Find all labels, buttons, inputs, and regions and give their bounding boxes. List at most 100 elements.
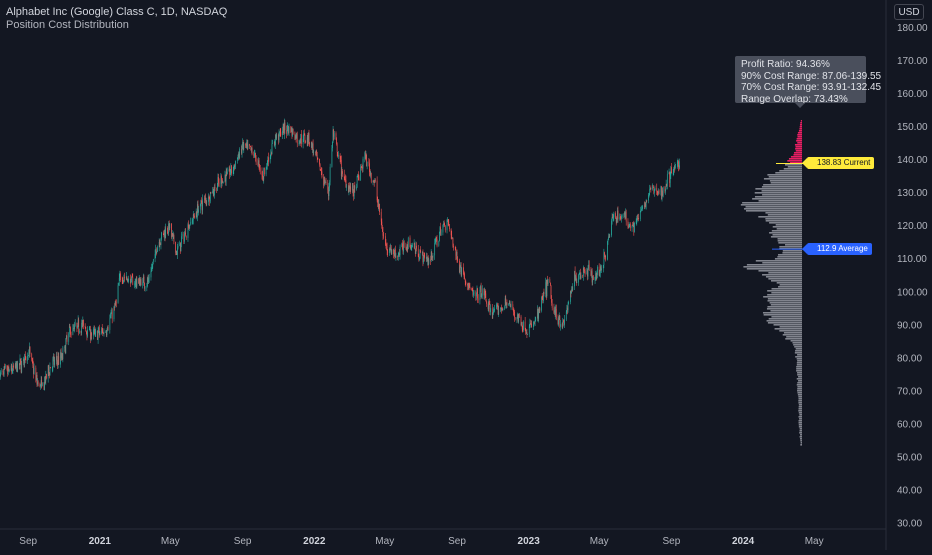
profile-bar bbox=[800, 440, 802, 442]
candle-body bbox=[259, 160, 260, 165]
candle-body bbox=[262, 172, 263, 176]
candle-body bbox=[260, 168, 261, 172]
candle-body bbox=[585, 271, 586, 274]
candle-body bbox=[514, 311, 515, 312]
candle-body bbox=[276, 135, 277, 139]
candle-body bbox=[527, 334, 528, 335]
candle-body bbox=[507, 302, 508, 305]
profile-bar bbox=[776, 224, 802, 226]
profile-bar bbox=[786, 336, 802, 338]
candle-body bbox=[182, 234, 183, 236]
candle-body bbox=[481, 286, 482, 297]
candle-body bbox=[572, 286, 573, 290]
candle-body bbox=[447, 220, 448, 230]
candle-body bbox=[457, 259, 458, 260]
profile-bar bbox=[796, 140, 802, 142]
candle-body bbox=[135, 283, 136, 285]
profile-bar bbox=[799, 424, 802, 426]
candle-body bbox=[533, 324, 534, 327]
candle-body bbox=[552, 303, 553, 308]
candle-body bbox=[433, 255, 434, 257]
candle-body bbox=[231, 165, 232, 173]
candle-body bbox=[464, 277, 465, 279]
candle-body bbox=[485, 290, 486, 293]
candle-body bbox=[416, 246, 417, 249]
candle-body bbox=[476, 293, 477, 296]
candle-body bbox=[152, 262, 153, 268]
profile-bar bbox=[770, 180, 802, 182]
candle-body bbox=[508, 305, 509, 306]
candle-body bbox=[628, 222, 629, 227]
profile-bar bbox=[771, 182, 802, 184]
candle-body bbox=[404, 241, 405, 246]
profile-bar bbox=[766, 220, 802, 222]
profile-bar bbox=[799, 432, 802, 434]
candle-body bbox=[597, 267, 598, 275]
candle-body bbox=[289, 127, 290, 133]
candle-body bbox=[345, 179, 346, 180]
profile-bar bbox=[788, 166, 802, 168]
profile-bar bbox=[763, 184, 802, 186]
profile-bar bbox=[762, 194, 802, 196]
indicator-name[interactable]: Position Cost Distribution bbox=[6, 19, 129, 31]
candle-body bbox=[535, 320, 536, 322]
candle-body bbox=[646, 200, 647, 201]
candle-body bbox=[5, 366, 6, 368]
candle-body bbox=[492, 313, 493, 314]
candle-body bbox=[393, 249, 394, 254]
profile-bar bbox=[779, 246, 802, 248]
profile-bar bbox=[770, 310, 802, 312]
candle-body bbox=[280, 132, 281, 135]
profile-bar bbox=[785, 164, 802, 166]
candle-body bbox=[31, 354, 32, 360]
candle-body bbox=[25, 357, 26, 361]
candle-body bbox=[100, 333, 101, 334]
profile-bar bbox=[796, 368, 802, 370]
profile-bar bbox=[800, 438, 802, 440]
profile-bar bbox=[774, 324, 802, 326]
candle-body bbox=[601, 268, 602, 270]
currency-button[interactable]: USD bbox=[894, 4, 924, 20]
stats-pointer bbox=[795, 103, 805, 108]
candle-body bbox=[317, 158, 318, 159]
profile-bar bbox=[800, 444, 802, 446]
candle-body bbox=[50, 367, 51, 368]
y-tick-label: 170.00 bbox=[897, 56, 928, 67]
candle-body bbox=[607, 241, 608, 259]
x-tick-label: May bbox=[375, 536, 394, 547]
candle-body bbox=[548, 279, 549, 284]
candle-body bbox=[81, 323, 82, 333]
candle-body bbox=[272, 144, 273, 155]
candle-body bbox=[8, 367, 9, 371]
candle-body bbox=[515, 317, 516, 319]
candle-body bbox=[184, 234, 185, 241]
profile-bar bbox=[799, 404, 802, 406]
candle-body bbox=[603, 265, 604, 269]
y-tick-label: 180.00 bbox=[897, 23, 928, 34]
candle-body bbox=[564, 319, 565, 324]
candle-body bbox=[50, 367, 51, 375]
candle-body bbox=[77, 326, 78, 328]
candle-body bbox=[72, 328, 73, 335]
candle-body bbox=[406, 247, 407, 248]
candle-body bbox=[12, 371, 13, 372]
profile-bar bbox=[797, 358, 802, 360]
candle-body bbox=[237, 159, 238, 161]
candle-body bbox=[599, 273, 600, 275]
candle-body bbox=[467, 284, 468, 285]
candle-body bbox=[155, 254, 156, 259]
candle-body bbox=[249, 144, 250, 146]
candle-body bbox=[165, 228, 166, 238]
profile-bar bbox=[743, 266, 802, 268]
candle-body bbox=[57, 356, 58, 361]
candle-body bbox=[438, 241, 439, 246]
candle-body bbox=[149, 277, 150, 278]
candle-body bbox=[33, 361, 34, 366]
candle-body bbox=[218, 177, 219, 183]
candle-body bbox=[230, 173, 231, 175]
profile-bar bbox=[755, 188, 802, 190]
candle-body bbox=[350, 187, 351, 191]
candle-body bbox=[85, 326, 86, 327]
candle-body bbox=[420, 250, 421, 252]
